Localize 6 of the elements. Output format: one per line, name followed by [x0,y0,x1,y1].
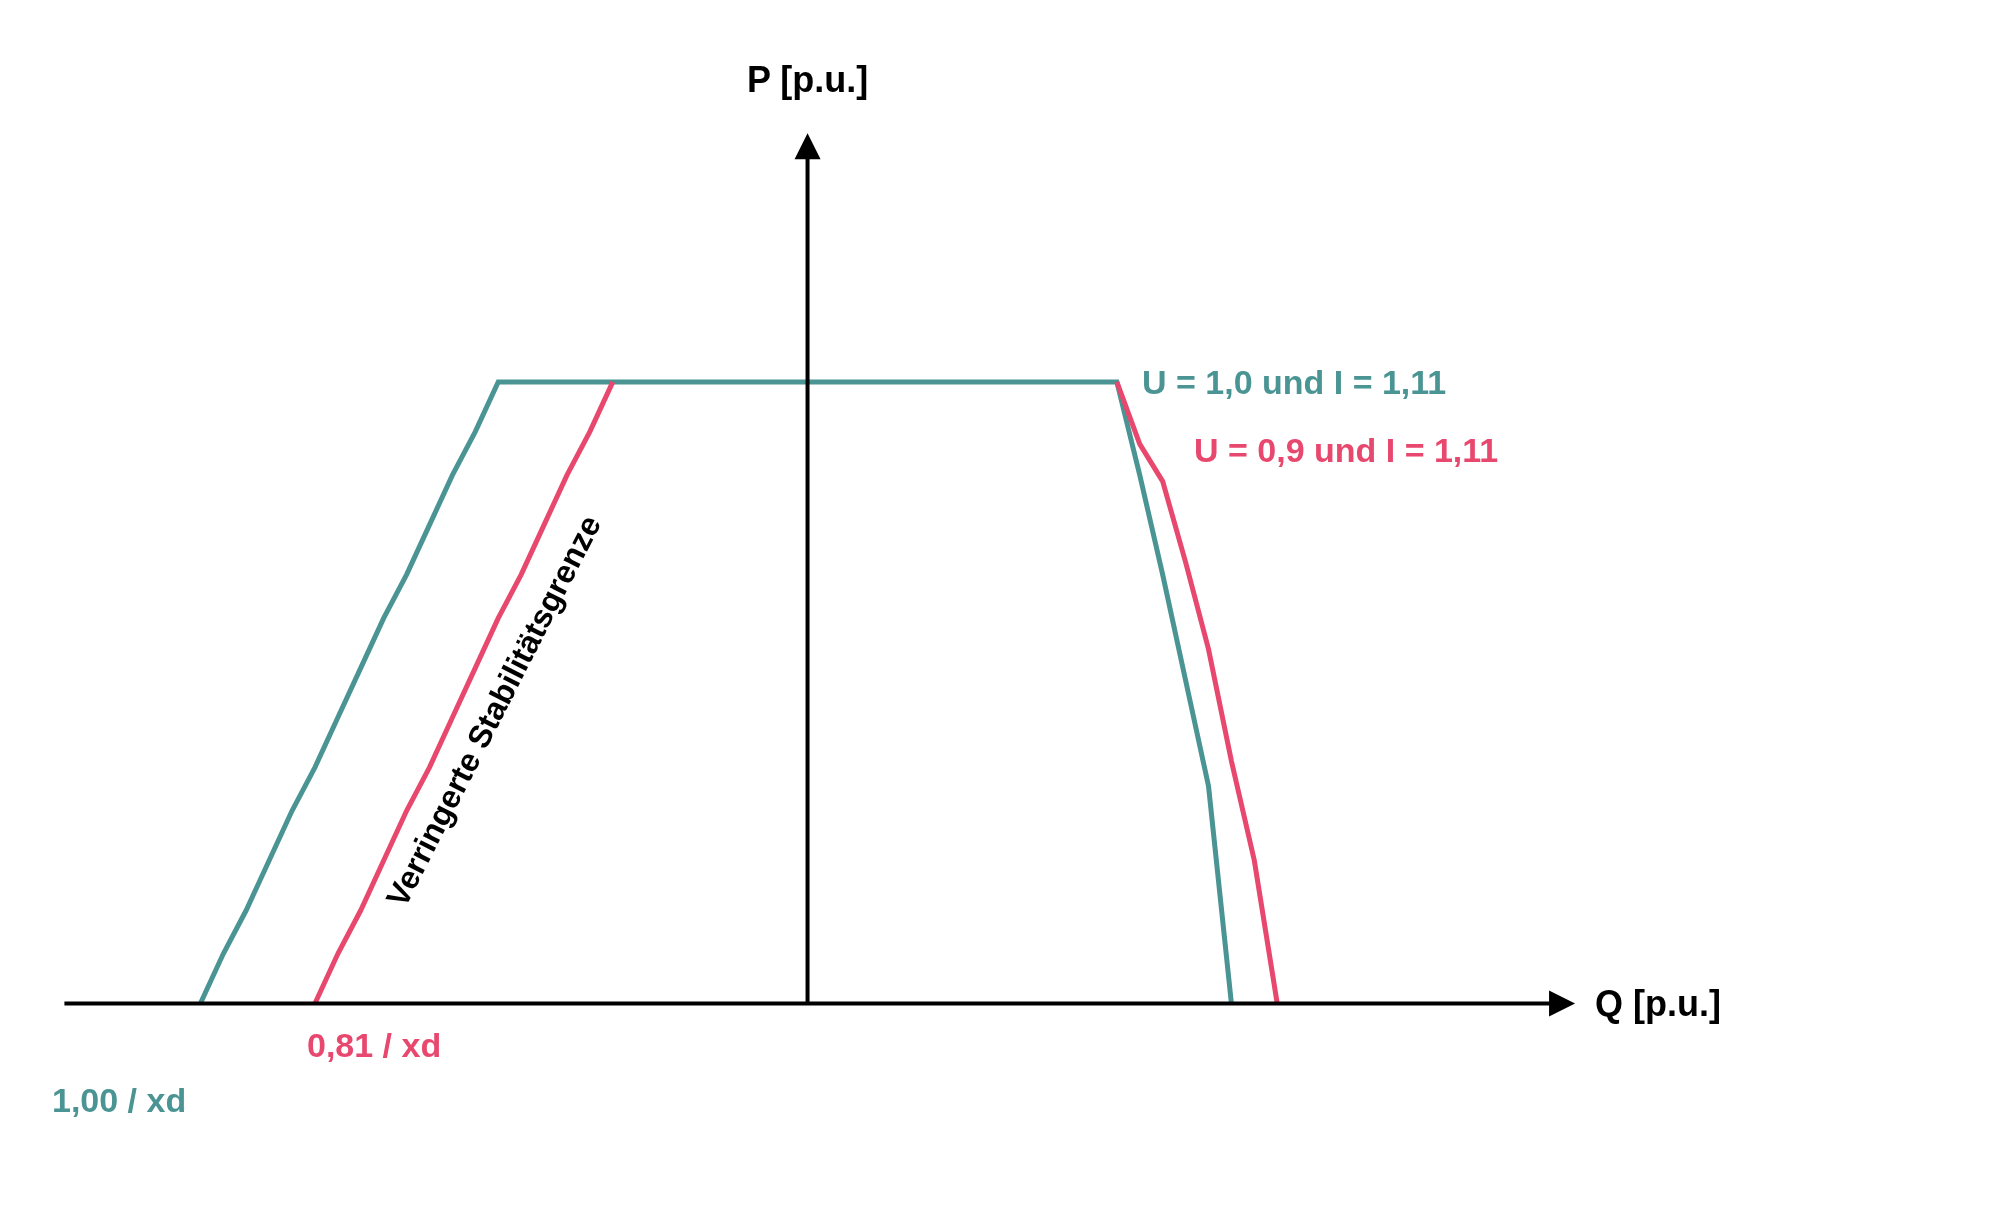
text: Q [p.u.] [1595,983,1721,1024]
text: P [p.u.] [747,59,869,100]
text: 0,81 / xd [307,1026,442,1064]
series-label: U = 0,9 und I = 1,11 [1194,431,1499,469]
series-label: U = 1,0 und I = 1,11 [1142,363,1447,401]
text: 1,00 / xd [52,1081,187,1119]
